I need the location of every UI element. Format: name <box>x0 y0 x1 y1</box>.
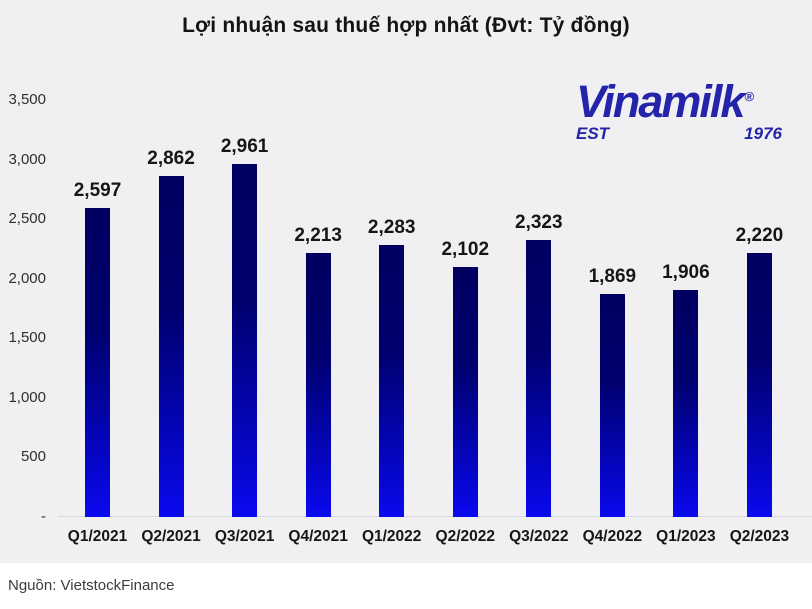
bar-value-label: 2,283 <box>367 216 416 238</box>
x-axis-tick-label: Q1/2022 <box>361 528 422 545</box>
x-axis-tick-label: Q2/2021 <box>141 528 201 545</box>
x-axis-baseline <box>58 516 812 517</box>
bar-Q2/2022 <box>452 266 478 517</box>
brand-text: Vinamilk <box>576 76 745 127</box>
x-axis-tick-label: Q3/2022 <box>509 528 569 545</box>
plot-area: 3,500 3,000 2,500 2,000 1,500 1,000 500 - 2,597 Q… <box>8 91 812 545</box>
y-axis-tick-label: 3,500 <box>8 91 46 108</box>
bar-value-label: 1,906 <box>662 261 710 283</box>
y-axis-tick-label: - <box>41 508 46 525</box>
y-axis-tick-label: 2,000 <box>8 269 46 287</box>
x-axis-tick-label: Q3/2021 <box>214 528 275 545</box>
y-axis-tick-label: 500 <box>20 448 46 466</box>
bar-Q4/2022 <box>599 294 625 517</box>
bar-value-label: 2,220 <box>735 224 784 246</box>
chart-title: Lợi nhuận sau thuế hợp nhất (Đvt: Tỷ đồn… <box>182 14 630 37</box>
bar-Q2/2023 <box>746 252 772 517</box>
logo-est-label: EST <box>576 124 610 143</box>
bar-value-label: 2,102 <box>441 238 490 260</box>
bar-value-label: 2,597 <box>73 179 122 201</box>
logo-est-row: EST 1976 <box>576 124 782 144</box>
source-credit: Nguồn: VietstockFinance <box>8 577 175 594</box>
bar-Q3/2021 <box>232 164 258 517</box>
y-axis-tick-label: 2,500 <box>8 210 46 228</box>
bar-value-label: 1,869 <box>588 266 637 288</box>
y-axis-tick-label: 3,000 <box>8 150 46 168</box>
vinamilk-wordmark: Vinamilk® <box>576 72 782 127</box>
x-axis-tick-label: Q1/2021 <box>67 528 128 545</box>
x-axis-tick-label: Q4/2021 <box>288 528 348 545</box>
bar-Q4/2021 <box>305 253 331 517</box>
bar-Q3/2022 <box>526 240 552 517</box>
vinamilk-logo: Vinamilk® EST 1976 <box>576 72 782 144</box>
x-axis-tick-label: Q2/2022 <box>435 528 495 545</box>
x-axis-tick-label: Q2/2023 <box>729 528 790 545</box>
bar-Q1/2022 <box>379 244 405 517</box>
x-axis-tick-label: Q4/2022 <box>582 528 643 545</box>
bar-value-label: 2,323 <box>515 212 563 234</box>
bar-value-label: 2,862 <box>147 148 195 169</box>
logo-year-label: 1976 <box>744 124 782 143</box>
x-axis-tick-label: Q1/2023 <box>656 528 716 545</box>
y-axis-tick-label: 1,000 <box>8 388 46 406</box>
y-axis-tick-label: 1,500 <box>8 329 46 347</box>
bar-Q1/2021 <box>85 207 110 517</box>
registered-trademark-icon: ® <box>744 89 754 104</box>
bar-Q2/2021 <box>158 176 184 517</box>
bar-Q1/2023 <box>673 289 699 517</box>
bar-value-label: 2,961 <box>220 136 269 158</box>
footer-bar: Nguồn: VietstockFinance <box>0 563 812 609</box>
bar-value-label: 2,213 <box>294 225 342 247</box>
